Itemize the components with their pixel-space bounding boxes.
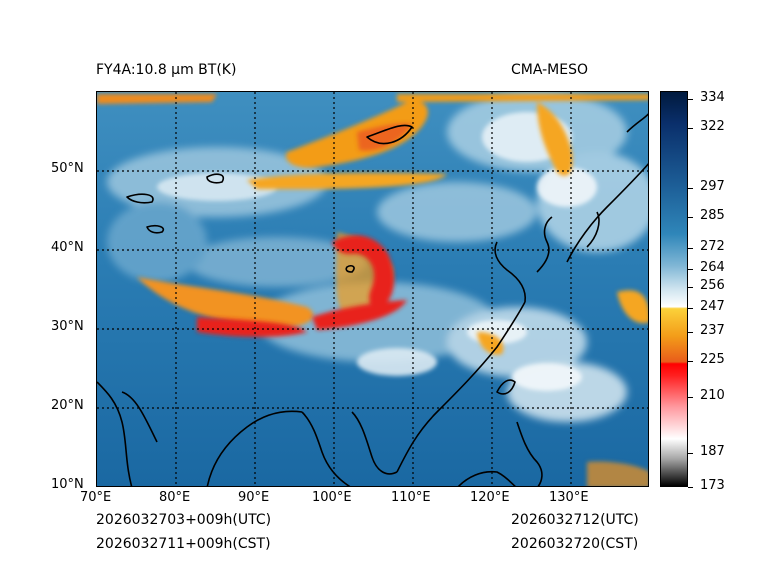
coastlines <box>97 113 648 486</box>
colorbar-tick-label: 173 <box>700 478 725 493</box>
init-time-cst: 2026032711+009h(CST) <box>96 536 271 552</box>
colorbar-tick-mark <box>688 268 693 270</box>
lon-label-90E: 90°E <box>238 490 270 505</box>
colorbar-tick-label: 210 <box>700 388 725 404</box>
colorbar-tick-label: 322 <box>700 118 725 134</box>
lon-label-130E: 130°E <box>549 490 589 505</box>
colorbar-tick-label: 272 <box>700 238 725 254</box>
colorbar-tick-mark <box>688 487 693 488</box>
lat-label-30N: 30°N <box>51 319 84 334</box>
colorbar-tick-label: 285 <box>700 207 725 223</box>
lat-label-50N: 50°N <box>51 161 84 176</box>
colorbar-tick-mark <box>688 331 693 333</box>
valid-time-cst: 2026032720(CST) <box>511 536 639 552</box>
graticule <box>97 92 648 486</box>
lat-label-10N: 10°N <box>51 477 84 492</box>
lat-label-40N: 40°N <box>51 240 84 255</box>
colorbar-tick-label: 225 <box>700 352 725 368</box>
lon-label-80E: 80°E <box>159 490 191 505</box>
lon-label-70E: 70°E <box>80 490 112 505</box>
lon-label-120E: 120°E <box>470 490 510 505</box>
convective-cloud-red <box>197 123 412 337</box>
colorbar-tick-mark <box>688 127 693 129</box>
colorbar-tick-mark <box>688 452 693 454</box>
colorbar-tick-mark <box>688 98 693 100</box>
colorbar-tick-label: 247 <box>700 299 725 314</box>
colorbar-tick-mark <box>688 216 693 218</box>
valid-time-utc: 2026032712(UTC) <box>511 512 639 528</box>
map-image <box>97 92 648 486</box>
colorbar-tick-label: 187 <box>700 443 725 459</box>
colorbar-tick-mark <box>688 308 693 309</box>
colorbar-scale <box>661 92 687 486</box>
model-name: CMA-MESO <box>511 62 589 78</box>
colorbar-tick-label: 256 <box>700 278 725 294</box>
colorbar-tick-mark <box>688 247 693 249</box>
colorbar-tick-label: 264 <box>700 259 725 275</box>
colorbar-tick-mark <box>688 188 693 190</box>
colorbar-tick-mark <box>688 361 693 363</box>
cloud-layer-white <box>157 112 597 391</box>
map-title: FY4A:10.8 μm BT(K) <box>96 62 237 78</box>
colorbar-tick-label: 237 <box>700 322 725 338</box>
colorbar-tick-label: 334 <box>700 89 725 105</box>
colorbar-tick-label: 297 <box>700 179 725 195</box>
init-time-utc: 2026032703+009h(UTC) <box>96 512 272 528</box>
colorbar-tick-mark <box>688 287 693 289</box>
lon-label-100E: 100°E <box>312 490 352 505</box>
lon-label-110E: 110°E <box>391 490 431 505</box>
lat-label-20N: 20°N <box>51 398 84 413</box>
satellite-map <box>96 91 649 487</box>
colorbar <box>660 91 688 487</box>
colorbar-tick-mark <box>688 397 693 399</box>
